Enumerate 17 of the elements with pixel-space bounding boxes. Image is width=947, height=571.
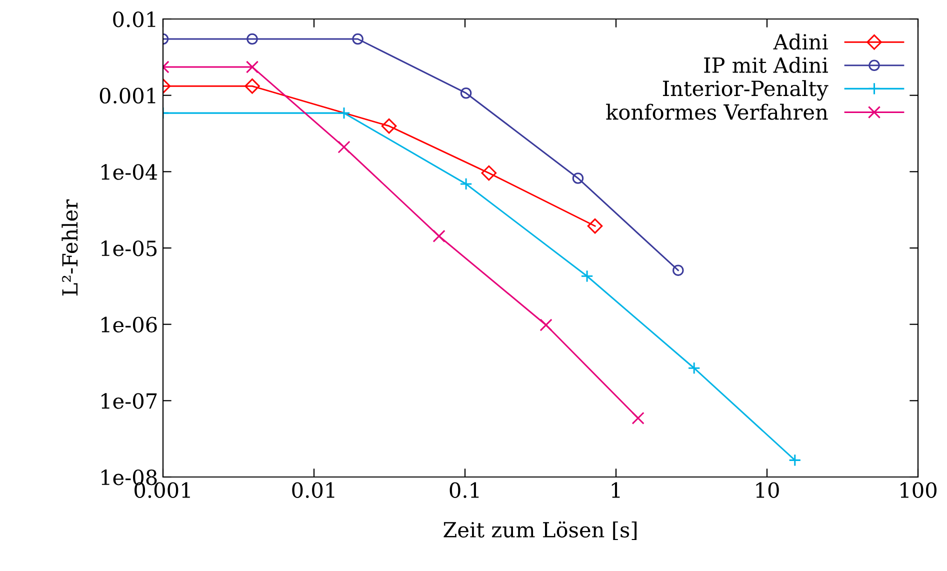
y-axis-title: L²-Fehler — [62, 199, 78, 296]
x-axis-title: Zeit zum Lösen [s] — [444, 521, 637, 540]
x-tick-label: 100 — [900, 482, 936, 498]
x-tick-label: 0.1 — [450, 482, 479, 498]
legend-label: Adini — [773, 34, 828, 50]
y-tick-label: 1e-06 — [102, 316, 157, 333]
x-tick-label: 1 — [612, 482, 620, 498]
y-tick-label: 1e-05 — [102, 240, 157, 256]
y-tick-label: 0.01 — [113, 11, 156, 28]
y-tick-label: 1e-07 — [102, 393, 157, 409]
legend-label: konformes Verfahren — [606, 104, 828, 120]
legend-label: IP mit Adini — [704, 56, 828, 73]
x-tick-label: 0.01 — [292, 482, 334, 498]
x-tick-label: 10 — [756, 482, 779, 498]
legend-label: Interior-Penalty — [662, 80, 828, 101]
y-tick-label: 0.001 — [100, 88, 156, 104]
y-tick-label: 1e-04 — [102, 164, 158, 180]
